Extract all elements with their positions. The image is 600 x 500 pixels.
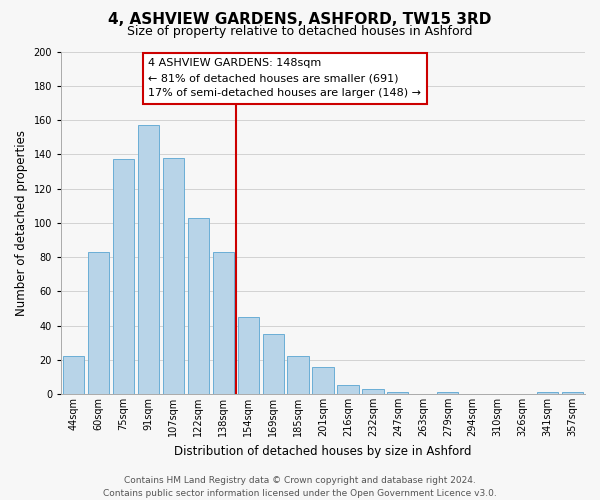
Bar	[437, 392, 458, 394]
Bar	[313, 366, 334, 394]
Bar	[537, 392, 558, 394]
Text: 4 ASHVIEW GARDENS: 148sqm
← 81% of detached houses are smaller (691)
17% of semi: 4 ASHVIEW GARDENS: 148sqm ← 81% of detac…	[148, 58, 421, 98]
Text: 4, ASHVIEW GARDENS, ASHFORD, TW15 3RD: 4, ASHVIEW GARDENS, ASHFORD, TW15 3RD	[109, 12, 491, 28]
Bar	[138, 125, 159, 394]
Bar	[238, 317, 259, 394]
Bar	[287, 356, 308, 394]
Bar	[337, 386, 359, 394]
Text: Size of property relative to detached houses in Ashford: Size of property relative to detached ho…	[127, 25, 473, 38]
Bar	[212, 252, 234, 394]
Bar	[113, 160, 134, 394]
Text: Contains HM Land Registry data © Crown copyright and database right 2024.
Contai: Contains HM Land Registry data © Crown c…	[103, 476, 497, 498]
Bar	[362, 389, 383, 394]
Bar	[63, 356, 84, 394]
X-axis label: Distribution of detached houses by size in Ashford: Distribution of detached houses by size …	[174, 444, 472, 458]
Y-axis label: Number of detached properties: Number of detached properties	[15, 130, 28, 316]
Bar	[163, 158, 184, 394]
Bar	[387, 392, 409, 394]
Bar	[562, 392, 583, 394]
Bar	[263, 334, 284, 394]
Bar	[188, 218, 209, 394]
Bar	[88, 252, 109, 394]
